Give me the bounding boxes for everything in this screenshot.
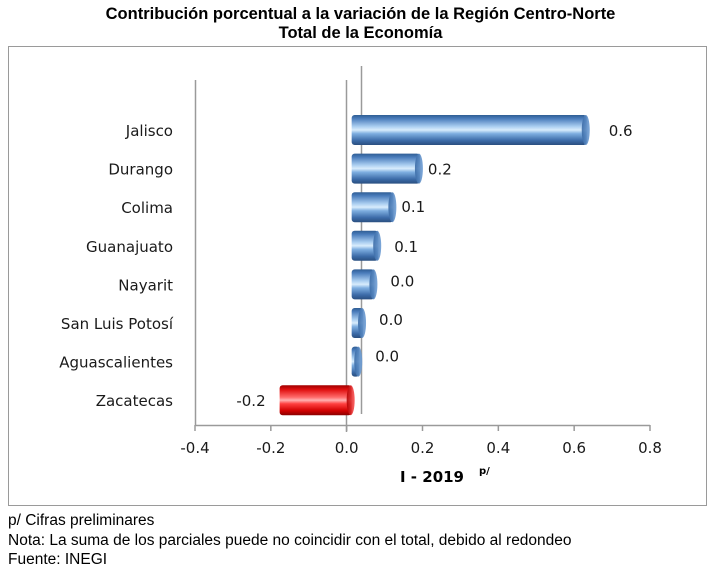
bar-body xyxy=(351,115,587,145)
bar-cap xyxy=(373,230,382,261)
data-label: 0.1 xyxy=(401,198,425,216)
bar-aguascalientes xyxy=(351,346,363,377)
bar-guanajuato xyxy=(351,230,382,261)
x-tick-label: -0.4 xyxy=(180,439,209,457)
category-label: Durango xyxy=(108,161,173,179)
preliminary-note: p/ Cifras preliminares xyxy=(8,512,155,529)
bar-cap xyxy=(388,192,397,223)
category-labels: Jalisco Durango Colima Guanajuato Nayarit San… xyxy=(59,122,174,410)
bar-body xyxy=(351,230,379,261)
x-axis-title-superscript: p/ xyxy=(479,466,490,477)
bar-zacatecas xyxy=(279,385,355,416)
footnotes: p/ Cifras preliminares Nota: La suma de … xyxy=(8,511,572,570)
category-label: Jalisco xyxy=(125,122,173,140)
data-label: 0.1 xyxy=(394,238,418,256)
data-label: 0.0 xyxy=(375,348,399,366)
bar-cap xyxy=(354,346,363,377)
bar-colima xyxy=(351,192,397,223)
bar-body xyxy=(279,385,352,416)
bar-cap xyxy=(358,308,367,338)
category-label: Colima xyxy=(121,199,173,217)
x-tick-label: 0.8 xyxy=(638,439,662,457)
category-label: Guanajuato xyxy=(86,238,173,256)
data-label: 0.0 xyxy=(390,272,414,290)
x-tick-label: 0.4 xyxy=(486,439,510,457)
source-note: Fuente: INEGI xyxy=(8,551,108,568)
data-label: -0.2 xyxy=(236,392,265,410)
x-axis-title: I - 2019 xyxy=(400,468,464,486)
bar-jalisco xyxy=(351,115,590,145)
x-ticks xyxy=(194,425,651,431)
data-label: 0.2 xyxy=(428,161,452,179)
bar-cap xyxy=(581,115,590,145)
bar-body xyxy=(351,269,375,300)
bar-nayarit xyxy=(351,269,378,300)
chart-title: Contribución porcentual a la variación d… xyxy=(105,5,616,23)
category-label: Nayarit xyxy=(118,276,173,294)
category-label: Zacatecas xyxy=(96,392,173,410)
bar-body xyxy=(351,153,420,184)
bar-san-luis-potos- xyxy=(351,308,367,338)
x-tick-label: 0.6 xyxy=(562,439,586,457)
x-tick-label: 0.0 xyxy=(335,439,359,457)
data-labels: 0.6 0.2 0.1 0.1 0.0 0.0 0.0 -0.2 xyxy=(236,122,632,410)
category-label: San Luis Potosí xyxy=(61,315,174,333)
bar-cap xyxy=(414,153,423,184)
x-tick-label: 0.2 xyxy=(411,439,435,457)
bars xyxy=(279,115,590,416)
x-tick-labels: -0.4 -0.2 0.0 0.2 0.4 0.6 0.8 xyxy=(180,439,662,457)
bar-durango xyxy=(351,153,423,184)
data-label: 0.6 xyxy=(609,122,633,140)
rounding-note: Nota: La suma de los parciales puede no … xyxy=(8,531,572,549)
bar-cap xyxy=(346,385,355,416)
bar-cap xyxy=(369,269,378,300)
bar-body xyxy=(351,192,394,223)
category-label: Aguascalientes xyxy=(59,354,173,372)
x-tick-label: -0.2 xyxy=(256,439,285,457)
chart-subtitle: Total de la Economía xyxy=(278,24,443,42)
data-label: 0.0 xyxy=(379,311,403,329)
